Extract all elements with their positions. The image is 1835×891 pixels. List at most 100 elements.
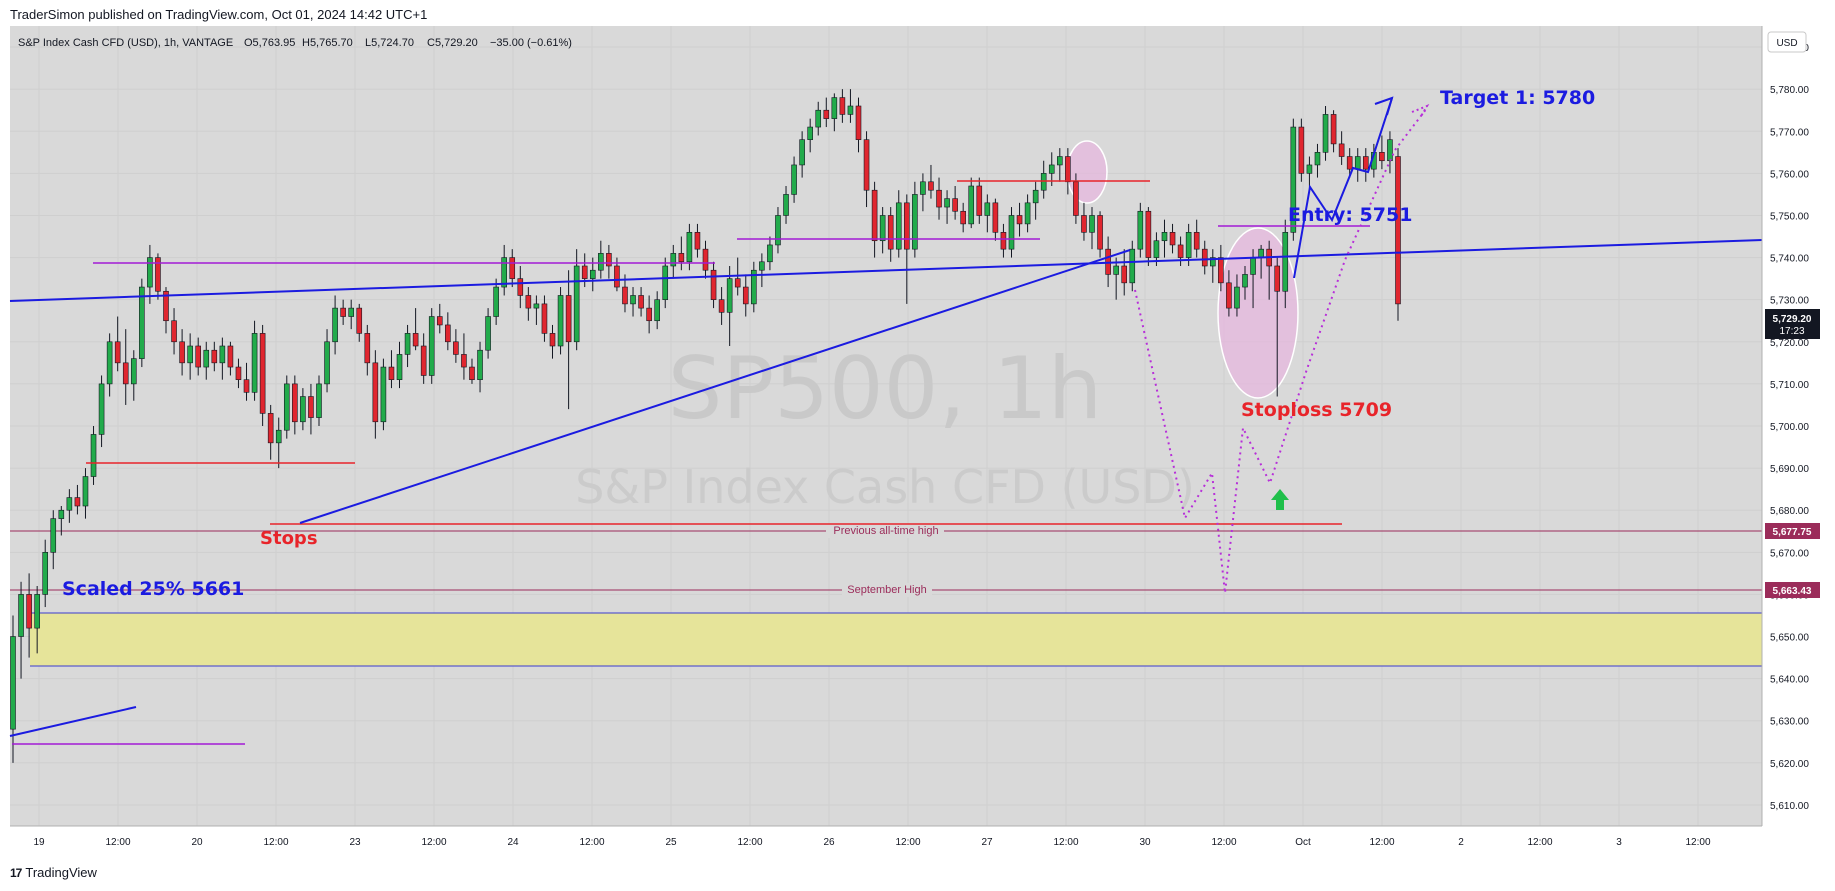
candle-body[interactable] bbox=[807, 126, 813, 140]
candle-body[interactable] bbox=[1057, 156, 1063, 166]
candle-body[interactable] bbox=[114, 341, 121, 364]
candle-body[interactable] bbox=[638, 295, 644, 309]
candle-body[interactable] bbox=[581, 265, 588, 279]
candle-body[interactable] bbox=[734, 278, 741, 288]
candle-body[interactable] bbox=[662, 265, 669, 300]
candle-body[interactable] bbox=[251, 333, 258, 393]
candle-body[interactable] bbox=[436, 316, 443, 326]
candle-body[interactable] bbox=[1089, 215, 1095, 233]
candle-body[interactable] bbox=[1137, 210, 1144, 250]
candle-body[interactable] bbox=[1161, 232, 1168, 242]
candle-body[interactable] bbox=[179, 341, 185, 364]
candle-body[interactable] bbox=[1354, 156, 1361, 170]
candle-body[interactable] bbox=[243, 379, 250, 393]
candle-body[interactable] bbox=[1185, 232, 1192, 258]
candle-body[interactable] bbox=[18, 594, 24, 637]
candle-body[interactable] bbox=[614, 265, 620, 288]
candle-body[interactable] bbox=[195, 345, 201, 368]
candle-body[interactable] bbox=[920, 181, 926, 195]
candle-body[interactable] bbox=[348, 307, 354, 317]
candle-body[interactable] bbox=[1242, 274, 1248, 288]
candle-body[interactable] bbox=[525, 295, 532, 309]
candle-body[interactable] bbox=[598, 253, 604, 271]
candle-body[interactable] bbox=[823, 109, 830, 119]
candle-body[interactable] bbox=[74, 497, 81, 507]
candle-body[interactable] bbox=[1145, 210, 1152, 258]
demand-zone[interactable] bbox=[30, 613, 1762, 666]
candle-body[interactable] bbox=[1346, 156, 1353, 170]
candle-body[interactable] bbox=[630, 295, 636, 305]
candle-body[interactable] bbox=[203, 349, 210, 368]
candle-body[interactable] bbox=[944, 198, 950, 208]
candle-body[interactable] bbox=[259, 333, 266, 414]
candle-body[interactable] bbox=[1153, 240, 1160, 258]
candle-body[interactable] bbox=[1274, 265, 1281, 292]
candle-body[interactable] bbox=[1073, 181, 1079, 216]
candle-body[interactable] bbox=[751, 269, 757, 305]
candle-body[interactable] bbox=[98, 383, 105, 435]
candle-body[interactable] bbox=[984, 202, 991, 216]
candle-body[interactable] bbox=[976, 185, 983, 216]
candle-body[interactable] bbox=[332, 307, 338, 343]
candle-body[interactable] bbox=[42, 552, 49, 595]
candle-body[interactable] bbox=[428, 316, 435, 376]
candle-body[interactable] bbox=[404, 333, 411, 355]
candle-body[interactable] bbox=[549, 333, 556, 347]
candle-body[interactable] bbox=[831, 97, 838, 119]
candle-body[interactable] bbox=[275, 429, 282, 444]
candle-body[interactable] bbox=[622, 286, 628, 305]
stoploss-annotation[interactable]: Stoploss 5709 bbox=[1241, 399, 1392, 421]
candle-body[interactable] bbox=[445, 324, 451, 343]
candle-body[interactable] bbox=[670, 253, 677, 267]
candle-body[interactable] bbox=[469, 366, 475, 380]
candle-body[interactable] bbox=[300, 396, 306, 423]
candle-body[interactable] bbox=[936, 189, 942, 208]
candle-body[interactable] bbox=[847, 105, 854, 115]
candle-body[interactable] bbox=[952, 198, 958, 212]
candle-body[interactable] bbox=[1129, 248, 1136, 284]
candle-body[interactable] bbox=[292, 383, 298, 423]
candle-body[interactable] bbox=[759, 261, 765, 271]
candle-body[interactable] bbox=[1362, 156, 1369, 170]
time-scale[interactable] bbox=[10, 826, 1762, 854]
candle-body[interactable] bbox=[66, 497, 73, 511]
tradingview-logo-icon[interactable]: 17 bbox=[10, 865, 22, 880]
candle-body[interactable] bbox=[501, 257, 507, 288]
candle-body[interactable] bbox=[461, 354, 467, 368]
candle-body[interactable] bbox=[815, 109, 822, 128]
candle-body[interactable] bbox=[1218, 257, 1224, 284]
candle-body[interactable] bbox=[219, 345, 226, 364]
top-highlight-ellipse[interactable] bbox=[1066, 140, 1108, 204]
candle-body[interactable] bbox=[1169, 232, 1176, 246]
candle-body[interactable] bbox=[171, 320, 177, 343]
candle-body[interactable] bbox=[1081, 215, 1087, 233]
candle-body[interactable] bbox=[227, 345, 234, 368]
candle-body[interactable] bbox=[1113, 265, 1119, 275]
candle-body[interactable] bbox=[1065, 156, 1071, 183]
candle-body[interactable] bbox=[453, 341, 459, 355]
candle-body[interactable] bbox=[1000, 232, 1007, 250]
candle-body[interactable] bbox=[565, 295, 572, 343]
candle-body[interactable] bbox=[308, 396, 314, 418]
candle-body[interactable] bbox=[871, 189, 878, 242]
candle-body[interactable] bbox=[928, 181, 934, 191]
candle-body[interactable] bbox=[855, 105, 862, 140]
candle-body[interactable] bbox=[912, 194, 918, 250]
candle-body[interactable] bbox=[1097, 215, 1103, 250]
candle-body[interactable] bbox=[718, 299, 725, 313]
candle-body[interactable] bbox=[1032, 189, 1039, 204]
legend-symbol[interactable]: S&P Index Cash CFD (USD), 1h, VANTAGE bbox=[18, 37, 233, 49]
candle-body[interactable] bbox=[1201, 248, 1208, 267]
candle-body[interactable] bbox=[1290, 126, 1297, 233]
candle-body[interactable] bbox=[34, 594, 40, 629]
candle-body[interactable] bbox=[589, 269, 596, 279]
candle-body[interactable] bbox=[968, 185, 975, 225]
candle-body[interactable] bbox=[895, 202, 902, 250]
candle-body[interactable] bbox=[1314, 152, 1321, 166]
candle-body[interactable] bbox=[887, 215, 894, 250]
candle-body[interactable] bbox=[606, 253, 612, 267]
candle-body[interactable] bbox=[90, 434, 97, 477]
candle-body[interactable] bbox=[155, 257, 161, 292]
candle-body[interactable] bbox=[533, 303, 540, 309]
